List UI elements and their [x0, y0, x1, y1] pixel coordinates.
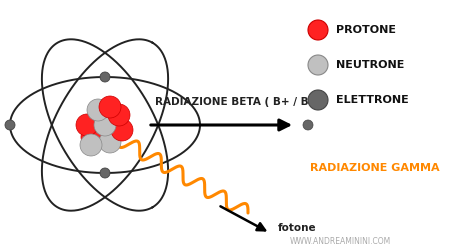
- Circle shape: [108, 104, 130, 126]
- Circle shape: [111, 119, 133, 141]
- Circle shape: [303, 120, 313, 130]
- Text: fotone: fotone: [278, 223, 317, 233]
- Text: NEUTRONE: NEUTRONE: [336, 60, 405, 70]
- Circle shape: [94, 114, 116, 136]
- Circle shape: [80, 134, 102, 156]
- Text: RADIAZIONE BETA ( B+ / B− ): RADIAZIONE BETA ( B+ / B− ): [155, 97, 325, 107]
- Circle shape: [5, 120, 15, 130]
- Circle shape: [76, 114, 98, 136]
- Circle shape: [99, 131, 121, 153]
- Text: RADIAZIONE GAMMA: RADIAZIONE GAMMA: [310, 163, 440, 173]
- Circle shape: [99, 96, 121, 118]
- Text: WWW.ANDREAMININI.COM: WWW.ANDREAMININI.COM: [289, 238, 391, 246]
- Circle shape: [81, 126, 103, 148]
- Text: ELETTRONE: ELETTRONE: [336, 95, 409, 105]
- Circle shape: [308, 20, 328, 40]
- Circle shape: [308, 55, 328, 75]
- Circle shape: [308, 90, 328, 110]
- Circle shape: [100, 72, 110, 82]
- Circle shape: [100, 168, 110, 178]
- Text: PROTONE: PROTONE: [336, 25, 396, 35]
- Circle shape: [87, 99, 109, 121]
